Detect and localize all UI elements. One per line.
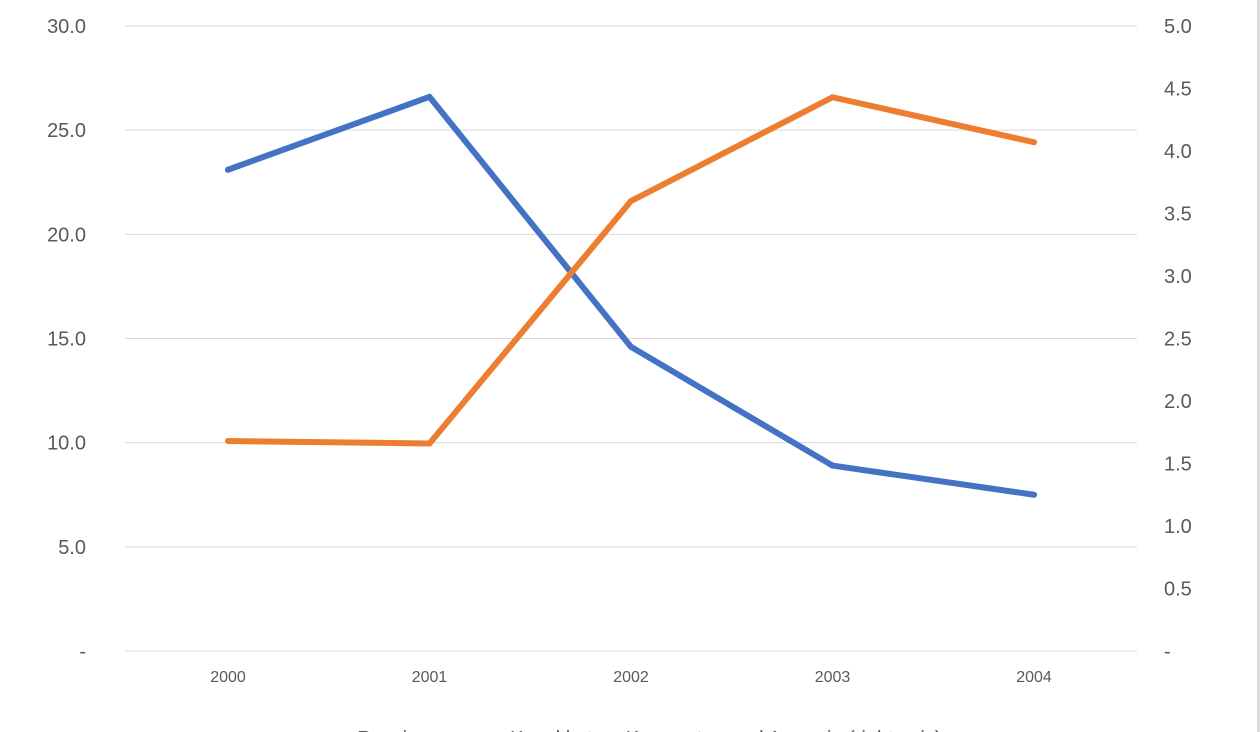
- right-axis-ticks: - 0.5 1.0 1.5 2.0 2.5 3.0 3.5 4.0 4.5 5.0: [1164, 16, 1192, 663]
- series-line-1: [225, 94, 1037, 447]
- legend-label: Kazakhstan, Kyrgyzstan and Armenia (righ…: [510, 728, 941, 732]
- left-axis-tick-label: 10.0: [47, 433, 86, 455]
- data-point: [829, 462, 836, 469]
- data-point: [1031, 139, 1037, 146]
- right-axis-tick-label: 4.5: [1164, 79, 1192, 101]
- data-point: [628, 343, 634, 350]
- right-axis-tick-label: 0.5: [1164, 579, 1192, 601]
- x-axis-tick-label: 2003: [815, 669, 851, 686]
- left-axis-tick-label: 15.0: [47, 329, 86, 351]
- right-axis-tick-label: 1.5: [1164, 454, 1192, 476]
- x-axis-tick-label: 2002: [613, 669, 649, 686]
- legend-label: Russia: [357, 728, 419, 732]
- data-point: [628, 198, 634, 204]
- left-axis-ticks: - 5.0 10.0 15.0 20.0 25.0 30.0: [47, 16, 86, 663]
- data-point: [225, 166, 231, 173]
- gridlines: [125, 25, 1137, 652]
- right-axis-tick-label: -: [1164, 641, 1171, 663]
- legend: Russia Kazakhstan, Kyrgyzstan and Armenia…: [357, 728, 941, 732]
- right-axis-tick-label: 2.5: [1164, 329, 1192, 351]
- right-axis-tick-label: 5.0: [1164, 16, 1192, 38]
- chart-border: [1257, 0, 1260, 732]
- right-axis-tick-label: 4.0: [1164, 141, 1192, 163]
- left-axis-tick-label: 25.0: [47, 120, 86, 142]
- data-point: [426, 93, 433, 100]
- data-point: [829, 94, 836, 101]
- data-point: [1031, 491, 1037, 498]
- data-point: [225, 438, 231, 444]
- left-axis-tick-label: 30.0: [47, 16, 86, 38]
- series-lines: [225, 93, 1037, 498]
- left-axis-tick-label: -: [79, 641, 86, 663]
- right-axis-tick-label: 2.0: [1164, 391, 1192, 413]
- x-axis-tick-label: 2004: [1016, 669, 1052, 686]
- series-line-0: [225, 93, 1037, 498]
- left-axis-tick-label: 5.0: [58, 537, 86, 559]
- x-axis-ticks: 2000 2001 2002 2003 2004: [210, 669, 1052, 686]
- right-axis-tick-label: 3.5: [1164, 204, 1192, 226]
- x-axis-tick-label: 2001: [412, 669, 448, 686]
- data-point: [426, 440, 433, 447]
- right-axis-tick-label: 1.0: [1164, 516, 1192, 538]
- left-axis-tick-label: 20.0: [47, 224, 86, 246]
- x-axis-tick-label: 2000: [210, 669, 246, 686]
- right-axis-tick-label: 3.0: [1164, 266, 1192, 288]
